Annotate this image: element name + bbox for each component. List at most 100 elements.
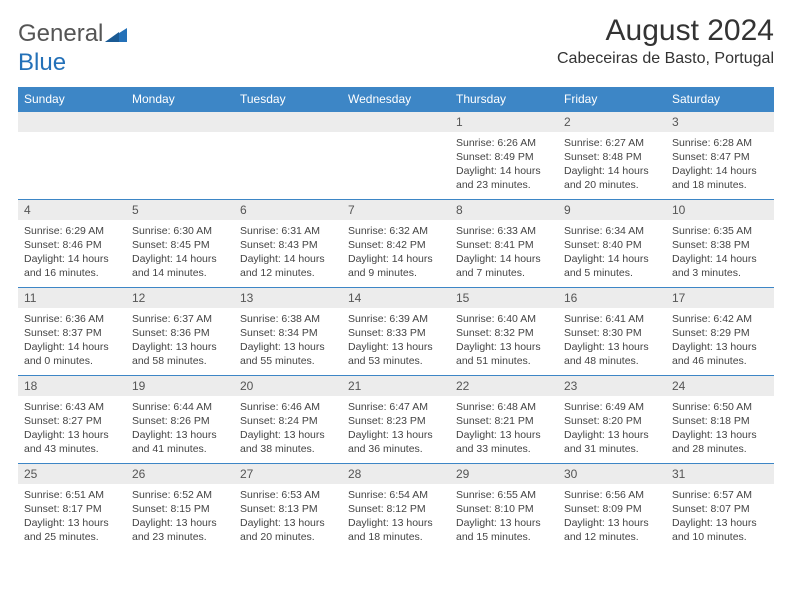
calendar-cell <box>18 111 126 199</box>
day-details: Sunrise: 6:41 AMSunset: 8:30 PMDaylight:… <box>558 308 666 373</box>
day-number: 2 <box>558 112 666 132</box>
calendar-cell: 16Sunrise: 6:41 AMSunset: 8:30 PMDayligh… <box>558 287 666 375</box>
day-details: Sunrise: 6:56 AMSunset: 8:09 PMDaylight:… <box>558 484 666 549</box>
calendar-cell: 15Sunrise: 6:40 AMSunset: 8:32 PMDayligh… <box>450 287 558 375</box>
calendar-cell: 11Sunrise: 6:36 AMSunset: 8:37 PMDayligh… <box>18 287 126 375</box>
weekday-header: Wednesday <box>342 87 450 112</box>
day-number: 21 <box>342 376 450 396</box>
day-details: Sunrise: 6:52 AMSunset: 8:15 PMDaylight:… <box>126 484 234 549</box>
day-details: Sunrise: 6:48 AMSunset: 8:21 PMDaylight:… <box>450 396 558 461</box>
calendar-cell: 24Sunrise: 6:50 AMSunset: 8:18 PMDayligh… <box>666 375 774 463</box>
calendar-cell <box>126 111 234 199</box>
day-details: Sunrise: 6:40 AMSunset: 8:32 PMDaylight:… <box>450 308 558 373</box>
day-details: Sunrise: 6:36 AMSunset: 8:37 PMDaylight:… <box>18 308 126 373</box>
day-number: 8 <box>450 200 558 220</box>
logo-text-gray: General <box>18 20 103 47</box>
day-number: 11 <box>18 288 126 308</box>
day-details: Sunrise: 6:51 AMSunset: 8:17 PMDaylight:… <box>18 484 126 549</box>
day-details: Sunrise: 6:26 AMSunset: 8:49 PMDaylight:… <box>450 132 558 197</box>
day-details: Sunrise: 6:46 AMSunset: 8:24 PMDaylight:… <box>234 396 342 461</box>
day-details: Sunrise: 6:30 AMSunset: 8:45 PMDaylight:… <box>126 220 234 285</box>
day-number: 5 <box>126 200 234 220</box>
calendar-cell: 19Sunrise: 6:44 AMSunset: 8:26 PMDayligh… <box>126 375 234 463</box>
day-number <box>126 112 234 132</box>
day-details: Sunrise: 6:42 AMSunset: 8:29 PMDaylight:… <box>666 308 774 373</box>
calendar-cell: 10Sunrise: 6:35 AMSunset: 8:38 PMDayligh… <box>666 199 774 287</box>
location: Cabeceiras de Basto, Portugal <box>557 50 774 68</box>
day-details: Sunrise: 6:57 AMSunset: 8:07 PMDaylight:… <box>666 484 774 549</box>
day-number: 6 <box>234 200 342 220</box>
calendar-table: SundayMondayTuesdayWednesdayThursdayFrid… <box>18 87 774 552</box>
day-details: Sunrise: 6:28 AMSunset: 8:47 PMDaylight:… <box>666 132 774 197</box>
calendar-cell: 22Sunrise: 6:48 AMSunset: 8:21 PMDayligh… <box>450 375 558 463</box>
day-number: 26 <box>126 464 234 484</box>
calendar-cell <box>234 111 342 199</box>
day-details: Sunrise: 6:31 AMSunset: 8:43 PMDaylight:… <box>234 220 342 285</box>
day-number: 24 <box>666 376 774 396</box>
day-number: 13 <box>234 288 342 308</box>
day-number: 17 <box>666 288 774 308</box>
day-number: 29 <box>450 464 558 484</box>
day-details: Sunrise: 6:47 AMSunset: 8:23 PMDaylight:… <box>342 396 450 461</box>
day-number: 14 <box>342 288 450 308</box>
calendar-cell: 2Sunrise: 6:27 AMSunset: 8:48 PMDaylight… <box>558 111 666 199</box>
calendar-cell: 29Sunrise: 6:55 AMSunset: 8:10 PMDayligh… <box>450 463 558 551</box>
calendar-cell: 6Sunrise: 6:31 AMSunset: 8:43 PMDaylight… <box>234 199 342 287</box>
calendar-cell: 27Sunrise: 6:53 AMSunset: 8:13 PMDayligh… <box>234 463 342 551</box>
logo-text: General Blue <box>18 20 127 77</box>
day-number: 9 <box>558 200 666 220</box>
day-details: Sunrise: 6:39 AMSunset: 8:33 PMDaylight:… <box>342 308 450 373</box>
calendar-row: 1Sunrise: 6:26 AMSunset: 8:49 PMDaylight… <box>18 111 774 199</box>
calendar-head: SundayMondayTuesdayWednesdayThursdayFrid… <box>18 87 774 112</box>
weekday-header: Monday <box>126 87 234 112</box>
weekday-header: Tuesday <box>234 87 342 112</box>
day-details: Sunrise: 6:38 AMSunset: 8:34 PMDaylight:… <box>234 308 342 373</box>
day-number: 3 <box>666 112 774 132</box>
calendar-cell: 28Sunrise: 6:54 AMSunset: 8:12 PMDayligh… <box>342 463 450 551</box>
day-number <box>342 112 450 132</box>
day-details: Sunrise: 6:37 AMSunset: 8:36 PMDaylight:… <box>126 308 234 373</box>
logo: General Blue <box>18 20 127 77</box>
day-number: 1 <box>450 112 558 132</box>
calendar-row: 25Sunrise: 6:51 AMSunset: 8:17 PMDayligh… <box>18 463 774 551</box>
day-number: 18 <box>18 376 126 396</box>
day-number: 19 <box>126 376 234 396</box>
day-number: 23 <box>558 376 666 396</box>
calendar-cell: 14Sunrise: 6:39 AMSunset: 8:33 PMDayligh… <box>342 287 450 375</box>
day-number: 31 <box>666 464 774 484</box>
calendar-cell: 30Sunrise: 6:56 AMSunset: 8:09 PMDayligh… <box>558 463 666 551</box>
calendar-cell <box>342 111 450 199</box>
day-number: 22 <box>450 376 558 396</box>
calendar-cell: 5Sunrise: 6:30 AMSunset: 8:45 PMDaylight… <box>126 199 234 287</box>
day-number: 15 <box>450 288 558 308</box>
day-details: Sunrise: 6:49 AMSunset: 8:20 PMDaylight:… <box>558 396 666 461</box>
weekday-header: Friday <box>558 87 666 112</box>
calendar-cell: 31Sunrise: 6:57 AMSunset: 8:07 PMDayligh… <box>666 463 774 551</box>
calendar-cell: 25Sunrise: 6:51 AMSunset: 8:17 PMDayligh… <box>18 463 126 551</box>
calendar-cell: 9Sunrise: 6:34 AMSunset: 8:40 PMDaylight… <box>558 199 666 287</box>
calendar-body: 1Sunrise: 6:26 AMSunset: 8:49 PMDaylight… <box>18 111 774 551</box>
day-details: Sunrise: 6:55 AMSunset: 8:10 PMDaylight:… <box>450 484 558 549</box>
calendar-cell: 13Sunrise: 6:38 AMSunset: 8:34 PMDayligh… <box>234 287 342 375</box>
day-number: 27 <box>234 464 342 484</box>
day-number: 20 <box>234 376 342 396</box>
day-details: Sunrise: 6:43 AMSunset: 8:27 PMDaylight:… <box>18 396 126 461</box>
calendar-cell: 18Sunrise: 6:43 AMSunset: 8:27 PMDayligh… <box>18 375 126 463</box>
weekday-header: Saturday <box>666 87 774 112</box>
day-number: 16 <box>558 288 666 308</box>
day-number: 28 <box>342 464 450 484</box>
day-details: Sunrise: 6:34 AMSunset: 8:40 PMDaylight:… <box>558 220 666 285</box>
calendar-row: 11Sunrise: 6:36 AMSunset: 8:37 PMDayligh… <box>18 287 774 375</box>
calendar-cell: 3Sunrise: 6:28 AMSunset: 8:47 PMDaylight… <box>666 111 774 199</box>
day-number: 25 <box>18 464 126 484</box>
day-number: 4 <box>18 200 126 220</box>
day-details: Sunrise: 6:44 AMSunset: 8:26 PMDaylight:… <box>126 396 234 461</box>
logo-text-blue: Blue <box>18 49 66 76</box>
calendar-cell: 8Sunrise: 6:33 AMSunset: 8:41 PMDaylight… <box>450 199 558 287</box>
calendar-cell: 17Sunrise: 6:42 AMSunset: 8:29 PMDayligh… <box>666 287 774 375</box>
calendar-cell: 1Sunrise: 6:26 AMSunset: 8:49 PMDaylight… <box>450 111 558 199</box>
calendar-cell: 21Sunrise: 6:47 AMSunset: 8:23 PMDayligh… <box>342 375 450 463</box>
calendar-cell: 4Sunrise: 6:29 AMSunset: 8:46 PMDaylight… <box>18 199 126 287</box>
day-details: Sunrise: 6:33 AMSunset: 8:41 PMDaylight:… <box>450 220 558 285</box>
logo-triangle-icon <box>105 21 127 49</box>
